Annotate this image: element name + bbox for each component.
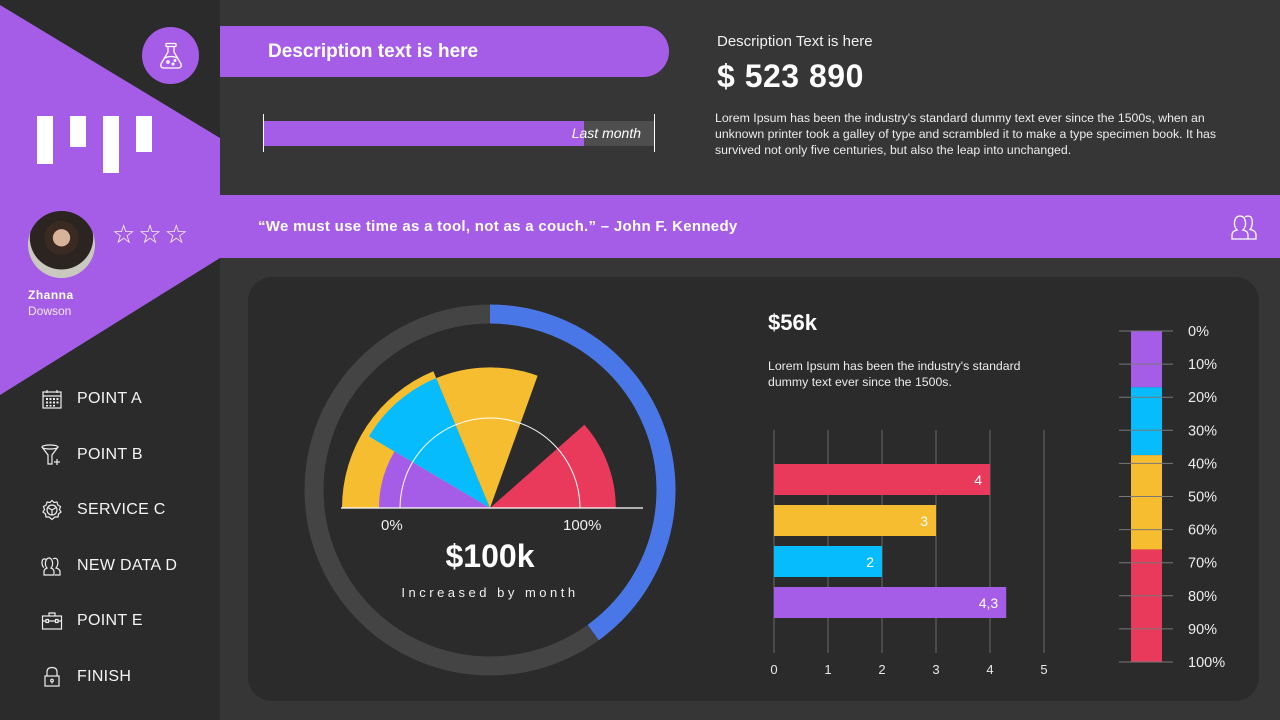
scale-segment <box>1131 455 1162 550</box>
gauge-reference-arc <box>399 417 581 509</box>
star-icon[interactable]: ☆ <box>112 220 136 250</box>
bar <box>774 505 936 536</box>
calendar-icon <box>40 387 64 411</box>
gauge-min-label: 0% <box>381 517 403 534</box>
briefcase-icon <box>40 609 64 633</box>
sidebar-item-service-c[interactable]: SERVICE C <box>40 496 210 524</box>
percent-scale-legend: 0% 10% 20% 30% 40% 50% 60% 70% 80% 90% 100% <box>1119 324 1225 671</box>
progress-bar: Last month <box>263 114 655 154</box>
sidebar-item-finish[interactable]: FINISH <box>40 663 210 691</box>
sidebar-item-label: POINT A <box>77 390 142 407</box>
gauge-max-label: 100% <box>563 517 602 534</box>
quote-band: “We must use time as a tool, not as a co… <box>220 195 1280 258</box>
svg-text:60%: 60% <box>1188 523 1217 539</box>
svg-text:80%: 80% <box>1188 589 1217 605</box>
scale-segment <box>1131 387 1162 456</box>
progress-fill <box>263 121 585 146</box>
gauge-slice <box>490 424 616 508</box>
sidebar-item-label: POINT E <box>77 612 143 629</box>
gauge-ring-fill <box>304 304 676 676</box>
gauge-subtitle: Increased by month <box>401 585 579 600</box>
svg-text:0: 0 <box>770 662 777 677</box>
radial-gauge-chart <box>304 304 676 676</box>
svg-text:4: 4 <box>974 472 982 488</box>
svg-text:3: 3 <box>932 662 939 677</box>
sidebar-item-point-b[interactable]: POINT B <box>40 441 210 469</box>
svg-text:100%: 100% <box>1188 655 1225 671</box>
pill-title: Description text is here <box>268 40 479 62</box>
sidebar-item-point-e[interactable]: POINT E <box>40 607 210 635</box>
users-icon[interactable] <box>1230 213 1260 241</box>
sidebar-purple-banner <box>0 5 220 395</box>
svg-text:70%: 70% <box>1188 556 1217 572</box>
quote-text: “We must use time as a tool, not as a co… <box>258 218 738 235</box>
svg-text:4: 4 <box>986 662 993 677</box>
rating-stars[interactable]: ☆ ☆ ☆ <box>112 222 188 248</box>
bar <box>774 464 990 495</box>
gear-icon <box>40 498 64 522</box>
funnel-plus-icon <box>40 443 64 467</box>
gauge-slice <box>436 367 538 508</box>
sidebar-item-point-a[interactable]: POINT A <box>40 385 210 413</box>
scale-segment <box>1131 331 1162 388</box>
svg-text:10%: 10% <box>1188 357 1217 373</box>
star-icon[interactable]: ☆ <box>164 220 188 250</box>
svg-text:40%: 40% <box>1188 456 1217 472</box>
gauge-slice <box>379 451 490 508</box>
lock-icon <box>40 665 64 689</box>
svg-text:90%: 90% <box>1188 622 1217 638</box>
stat-value: $ 523 890 <box>717 58 864 94</box>
star-icon[interactable]: ☆ <box>138 220 162 250</box>
svg-text:1: 1 <box>824 662 831 677</box>
user-last-name: Dowson <box>28 304 72 318</box>
sidebar: ☆ ☆ ☆ Zhanna Dowson POINT A <box>0 0 220 720</box>
user-first-name: Zhanna <box>28 288 74 302</box>
progress-track: Last month <box>263 121 655 146</box>
svg-text:2: 2 <box>878 662 885 677</box>
svg-text:5: 5 <box>1040 662 1047 677</box>
svg-text:20%: 20% <box>1188 390 1217 406</box>
svg-text:50%: 50% <box>1188 490 1217 506</box>
progress-end-tick <box>654 114 655 152</box>
svg-text:0%: 0% <box>1188 324 1209 340</box>
progress-label: Last month <box>571 125 641 141</box>
bar <box>774 587 1007 618</box>
sidebar-item-label: POINT B <box>77 445 143 463</box>
gauge-slice <box>368 378 490 508</box>
svg-text:30%: 30% <box>1188 423 1217 439</box>
sidebar-nav: POINT A POINT B SERVICE C <box>40 385 210 718</box>
horizontal-bar-chart: 0 1 2 3 4 5 4 3 2 4,3 <box>770 430 1048 677</box>
svg-text:4,3: 4,3 <box>979 595 999 611</box>
bar-chart-title: $56k <box>768 310 817 335</box>
gauge-value: $100k <box>445 538 535 574</box>
logo <box>36 116 156 176</box>
avatar[interactable] <box>28 211 95 278</box>
sidebar-item-label: NEW DATA D <box>77 556 178 574</box>
sidebar-item-new-data-d[interactable]: NEW DATA D <box>40 552 210 580</box>
svg-text:3: 3 <box>920 513 928 529</box>
svg-text:2: 2 <box>866 554 874 570</box>
stat-description: Lorem Ipsum has been the industry's stan… <box>715 111 1217 158</box>
flask-icon <box>159 42 182 69</box>
scale-segment <box>1131 549 1162 662</box>
users-icon <box>40 554 64 578</box>
stat-title: Description Text is here <box>717 33 873 50</box>
bar-chart-description: Lorem Ipsum has been the industry's stan… <box>768 359 1021 390</box>
sidebar-item-label: SERVICE C <box>77 501 166 518</box>
bar <box>774 546 882 577</box>
sidebar-item-label: FINISH <box>77 667 132 685</box>
progress-start-tick <box>263 114 264 152</box>
flask-button[interactable] <box>142 27 199 84</box>
description-pill: Description text is here <box>220 26 669 77</box>
